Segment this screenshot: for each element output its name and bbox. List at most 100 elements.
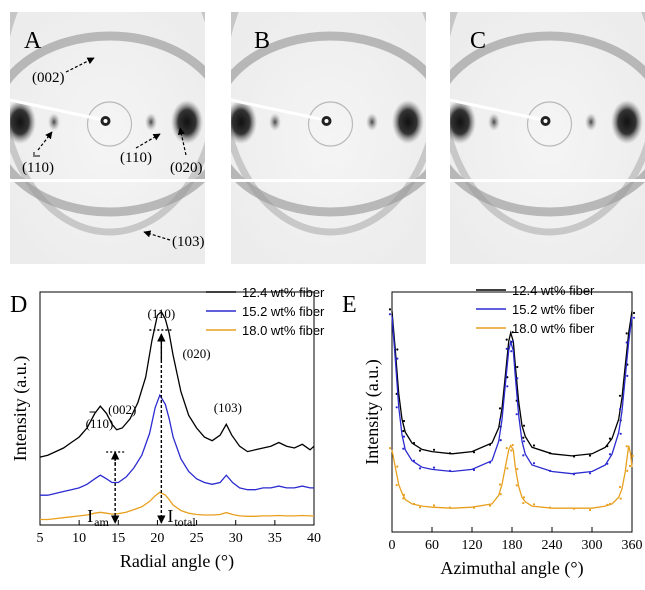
panel-b-diffraction — [231, 12, 426, 264]
beam-center-hole — [103, 119, 108, 123]
series-point-1 — [396, 348, 399, 351]
panel-label-a: A — [24, 28, 42, 54]
ring-103 — [450, 12, 645, 236]
label-iam: I — [87, 506, 93, 526]
series-point-1 — [632, 311, 636, 315]
label-iam-sub: am — [94, 515, 109, 529]
series-point-1 — [402, 429, 405, 433]
series-point-2 — [472, 468, 476, 472]
series-point-1 — [522, 424, 526, 427]
label-itotal-sub: total — [174, 515, 196, 529]
series-point-1 — [548, 452, 552, 455]
ring-center — [307, 101, 354, 147]
ring-103 — [10, 12, 205, 236]
x-tick-label: 35 — [268, 531, 282, 546]
series-point-3 — [506, 467, 509, 470]
spot-020-left — [10, 100, 36, 144]
arrow-110bar — [37, 131, 53, 151]
series-point-2 — [510, 350, 513, 353]
series-point-3 — [402, 493, 406, 496]
series-point-2 — [532, 462, 536, 465]
plot-frame — [39, 291, 315, 526]
series-point-1 — [625, 332, 628, 335]
series-point-2 — [395, 406, 398, 409]
series-point-3 — [619, 497, 622, 500]
legend-entry-1: 12.4 wt% fiber — [512, 283, 595, 298]
series-line-3 — [391, 444, 633, 509]
spot-020-right — [171, 100, 203, 144]
series-point-3 — [548, 506, 552, 509]
ring-002 — [231, 31, 426, 217]
series-line-1 — [391, 311, 633, 457]
peak-label-002: (002) — [108, 402, 136, 417]
series-point-2 — [388, 313, 392, 316]
series-point-3 — [510, 449, 513, 452]
spot-110-right — [366, 113, 378, 131]
series-point-2 — [506, 385, 509, 388]
beam-stop — [231, 98, 325, 122]
x-tick-label: 15 — [111, 531, 125, 546]
series-point-1 — [418, 449, 422, 452]
spot-110-left — [269, 113, 281, 131]
legend-entry-2: 15.2 wt% fiber — [242, 304, 325, 319]
series-point-1 — [511, 331, 514, 334]
series-point-1 — [402, 419, 406, 423]
label-110bar: (110) — [22, 160, 54, 176]
pattern-content — [450, 12, 645, 264]
series-point-3 — [412, 502, 416, 505]
series-point-3 — [388, 447, 392, 450]
series-point-2 — [588, 472, 592, 475]
series-point-3 — [432, 504, 436, 507]
x-tick-label: 10 — [72, 531, 86, 546]
panel-c-diffraction — [450, 12, 645, 264]
spot-110-right — [585, 113, 597, 131]
label-103: (103) — [172, 234, 205, 250]
legend-entry-3: 18.0 wt% fiber — [242, 323, 325, 338]
beam-center-hole — [543, 119, 548, 123]
series-point-3 — [499, 493, 502, 496]
series-point-3 — [572, 507, 576, 510]
label-020: (020) — [170, 160, 203, 176]
series-point-2 — [448, 469, 452, 472]
series-point-2 — [522, 454, 525, 457]
series-point-3 — [588, 508, 592, 512]
legend-entry-2: 15.2 wt% fiber — [512, 302, 595, 317]
series-point-1 — [572, 455, 576, 458]
ring-center — [526, 101, 573, 147]
panel-label-b: B — [254, 28, 270, 54]
series-point-2 — [522, 440, 526, 443]
spot-110-left — [488, 113, 500, 131]
ring-103 — [231, 12, 426, 236]
series-point-1 — [588, 454, 592, 457]
series-line-3 — [40, 491, 314, 521]
beam-stop — [450, 98, 544, 122]
label-110: (110) — [120, 150, 152, 166]
series-point-3 — [532, 503, 536, 506]
series-point-3 — [522, 501, 525, 505]
series-point-3 — [625, 445, 628, 448]
series-point-2 — [505, 347, 508, 350]
peak-label-110bar: (110) — [86, 416, 114, 431]
series-point-1 — [606, 445, 609, 448]
series-point-3 — [608, 502, 612, 505]
series-point-1 — [532, 444, 536, 447]
series-point-2 — [618, 408, 622, 411]
panel-label-d: D — [10, 292, 27, 318]
x-tick-label: 20 — [150, 531, 164, 546]
series-point-2 — [572, 473, 576, 476]
x-tick-label: 40 — [307, 531, 321, 546]
pattern-content — [231, 12, 426, 264]
x-tick-label: 120 — [462, 538, 483, 553]
series-point-3 — [472, 506, 476, 509]
series-point-3 — [628, 464, 632, 468]
panel-a-annotations: (002) (110) (110) (020) (103) — [22, 57, 205, 250]
series-point-2 — [488, 461, 492, 464]
series-point-2 — [418, 467, 422, 470]
series-point-1 — [516, 365, 519, 369]
series-point-3 — [631, 454, 634, 458]
x-axis-label: Azimuthal angle (°) — [440, 558, 583, 579]
series-line-2 — [391, 315, 633, 475]
series-point-3 — [516, 467, 519, 471]
series-point-2 — [432, 466, 436, 469]
beam-center-hole — [324, 119, 329, 123]
